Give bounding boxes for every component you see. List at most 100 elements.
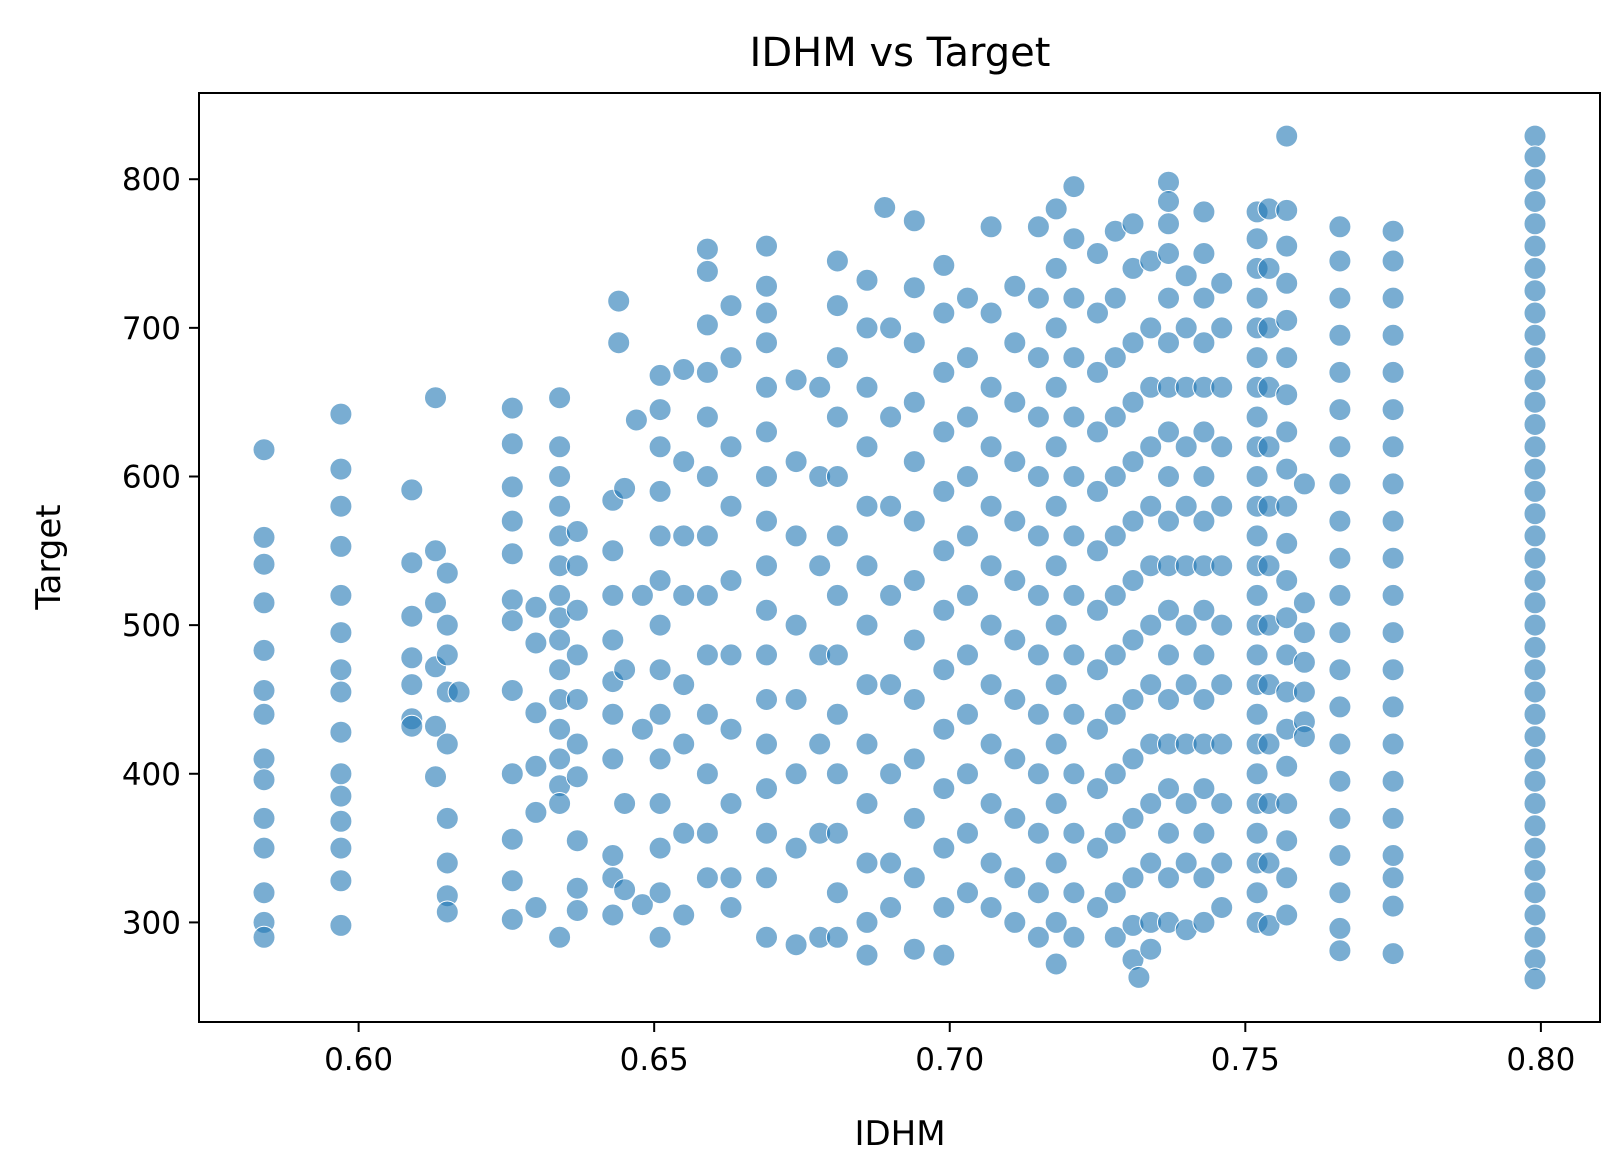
- data-point: [648, 702, 672, 726]
- x-axis-label: IDHM: [854, 1114, 945, 1154]
- data-point: [400, 551, 424, 575]
- data-point: [548, 717, 572, 741]
- data-point: [932, 717, 956, 741]
- data-point: [613, 476, 637, 500]
- data-point: [902, 390, 926, 414]
- data-point: [1044, 554, 1068, 578]
- data-point: [1328, 881, 1352, 905]
- data-point: [424, 714, 447, 738]
- data-point: [825, 346, 849, 370]
- data-point: [855, 494, 879, 518]
- data-point: [1044, 792, 1068, 815]
- data-point: [1086, 242, 1109, 265]
- data-point: [825, 762, 849, 786]
- data-point: [1523, 279, 1547, 303]
- data-point: [1275, 308, 1299, 332]
- data-point: [719, 866, 743, 890]
- data-point: [1103, 286, 1127, 310]
- data-point: [755, 821, 778, 845]
- data-point: [1523, 190, 1547, 213]
- data-point: [932, 658, 956, 682]
- data-point: [808, 732, 832, 756]
- data-point: [1523, 524, 1547, 548]
- data-point: [979, 554, 1003, 578]
- y-tick-label: 300: [122, 905, 181, 941]
- data-point: [329, 534, 353, 558]
- data-point: [435, 613, 459, 637]
- data-point: [524, 896, 548, 919]
- data-point: [695, 702, 719, 726]
- data-point: [1086, 301, 1109, 325]
- data-point: [1381, 472, 1405, 496]
- data-point: [902, 276, 926, 300]
- data-point: [1523, 234, 1547, 258]
- data-point: [755, 274, 778, 298]
- data-point: [1328, 769, 1352, 793]
- y-tick-label: 800: [122, 162, 181, 198]
- data-point: [400, 604, 424, 628]
- data-point: [1044, 375, 1068, 399]
- data-point: [855, 673, 879, 697]
- data-point: [1245, 346, 1269, 370]
- data-point: [979, 613, 1003, 637]
- data-point: [1381, 435, 1405, 459]
- data-point: [719, 435, 743, 459]
- data-point: [1157, 598, 1180, 622]
- data-point: [500, 396, 524, 420]
- data-point: [1157, 190, 1180, 213]
- data-point: [329, 720, 353, 744]
- data-point: [1192, 200, 1216, 224]
- data-point: [956, 821, 979, 845]
- data-point: [1174, 613, 1198, 637]
- data-point: [1062, 227, 1086, 251]
- data-point: [548, 658, 572, 682]
- data-point: [1523, 725, 1547, 749]
- data-point: [879, 851, 903, 875]
- data-point: [1328, 398, 1352, 422]
- x-tick-label: 0.70: [915, 1042, 984, 1078]
- data-point: [1026, 702, 1050, 726]
- data-point: [329, 494, 353, 518]
- y-tick-label: 600: [122, 459, 181, 495]
- data-point: [1062, 881, 1086, 905]
- data-point: [855, 268, 879, 292]
- data-point: [1523, 368, 1547, 392]
- data-point: [1003, 569, 1027, 592]
- data-point: [755, 375, 778, 399]
- data-point: [607, 289, 631, 313]
- data-point: [1275, 531, 1299, 555]
- data-point: [252, 591, 276, 615]
- data-point: [1523, 858, 1547, 882]
- data-point: [784, 688, 808, 711]
- data-point: [252, 747, 276, 771]
- data-point: [565, 688, 589, 711]
- data-point: [1210, 554, 1234, 578]
- data-point: [979, 375, 1003, 399]
- y-tick-label: 700: [122, 311, 181, 347]
- data-point: [601, 702, 625, 726]
- data-point: [329, 402, 353, 426]
- data-point: [1245, 762, 1269, 786]
- data-point: [755, 509, 778, 533]
- data-point: [1328, 546, 1352, 570]
- data-point: [1121, 688, 1145, 711]
- data-point: [1121, 628, 1145, 652]
- data-point: [1523, 435, 1547, 459]
- data-point: [1174, 494, 1198, 518]
- data-point: [932, 539, 956, 563]
- data-point: [825, 249, 849, 273]
- data-point: [956, 762, 979, 786]
- data-point: [1157, 821, 1180, 845]
- x-tick-label: 0.75: [1211, 1042, 1280, 1078]
- data-point: [1275, 383, 1299, 407]
- data-point: [329, 762, 353, 786]
- data-point: [548, 494, 572, 518]
- data-point: [784, 762, 808, 786]
- data-point: [500, 869, 524, 893]
- data-point: [548, 925, 572, 949]
- data-point: [548, 747, 572, 771]
- data-point: [1245, 881, 1269, 905]
- data-point: [329, 457, 353, 481]
- data-point: [1062, 346, 1086, 370]
- data-point: [565, 520, 589, 543]
